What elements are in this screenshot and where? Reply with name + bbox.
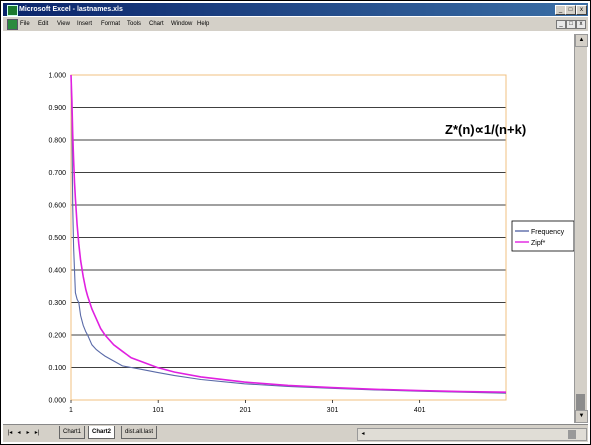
y-tick-label: 1.000 — [48, 73, 66, 80]
menu-window[interactable]: Window — [171, 21, 193, 27]
scroll-thumb[interactable] — [576, 394, 585, 410]
plot-area[interactable] — [70, 74, 507, 401]
menu-bar: File Edit View Insert Format Tools Chart… — [3, 17, 588, 31]
menu-format[interactable]: Format — [101, 21, 121, 27]
chart-sheet[interactable]: 0.000 0.100 0.200 0.300 0.400 0.500 0.600 0.700… — [5, 34, 574, 423]
menu-edit[interactable]: Edit — [38, 21, 49, 27]
horizontal-scrollbar[interactable]: ◂ — [357, 428, 587, 441]
vertical-scrollbar[interactable]: ▲ ▼ — [574, 34, 588, 423]
excel-app-icon[interactable] — [7, 5, 18, 16]
doc-restore-button[interactable]: □ — [566, 20, 576, 29]
y-tick-label: 0.000 — [48, 398, 66, 405]
y-tick-label: 0.900 — [48, 105, 66, 112]
tab-chart1[interactable]: Chart1 — [59, 426, 86, 439]
tab-dist-all-last[interactable]: dist.all.last — [121, 426, 158, 439]
doc-minimize-button[interactable]: _ — [556, 20, 566, 29]
formula-annotation: Z*(n)∝1/(n+k) — [445, 122, 526, 137]
tab-first-button[interactable]: |◂ — [7, 430, 13, 436]
y-tick-label: 0.300 — [48, 300, 66, 307]
doc-close-button[interactable]: x — [576, 20, 586, 29]
series-line-frequency[interactable] — [70, 74, 507, 394]
hscroll-thumb[interactable] — [568, 430, 576, 439]
workbook-icon[interactable] — [7, 19, 18, 30]
legend-label-frequency: Frequency — [531, 229, 565, 236]
y-tick-label: 0.200 — [48, 333, 66, 340]
x-tick-label: 401 — [414, 407, 426, 414]
x-tick-label: 1 — [69, 407, 73, 414]
legend-label-zipf: Zipf* — [531, 240, 546, 247]
tab-prev-button[interactable]: ◂ — [17, 430, 21, 436]
scroll-up-arrow-icon[interactable]: ▲ — [575, 34, 588, 47]
chart[interactable]: 0.000 0.100 0.200 0.300 0.400 0.500 0.600 0.700… — [5, 34, 574, 423]
close-button[interactable]: x — [576, 5, 587, 15]
y-axis: 0.000 0.100 0.200 0.300 0.400 0.500 0.600 0.700… — [48, 73, 66, 405]
x-tick-label: 201 — [240, 407, 252, 414]
sheet-tab-bar: |◂ ◂ ▸ ▸| Chart1 Chart2 dist.all.last ◂ — [3, 424, 588, 442]
tab-chart2[interactable]: Chart2 — [88, 426, 116, 439]
x-tick-label: 301 — [327, 407, 339, 414]
menu-file[interactable]: File — [20, 21, 30, 27]
window-title: Microsoft Excel - lastnames.xls — [19, 6, 123, 13]
menu-tools[interactable]: Tools — [127, 21, 142, 27]
x-axis: 1 101 201 301 401 — [69, 400, 426, 414]
series-lines — [70, 74, 507, 394]
x-tick-label: 101 — [152, 407, 164, 414]
y-tick-label: 0.500 — [48, 235, 66, 242]
title-bar: Microsoft Excel - lastnames.xls _ □ x — [3, 3, 588, 16]
tab-next-button[interactable]: ▸ — [26, 430, 30, 436]
legend-box — [511, 220, 574, 252]
tab-last-button[interactable]: ▸| — [34, 430, 40, 436]
y-tick-label: 0.100 — [48, 365, 66, 372]
legend[interactable]: Frequency Zipf* — [511, 220, 574, 252]
menu-insert[interactable]: Insert — [77, 21, 93, 27]
scroll-down-arrow-icon[interactable]: ▼ — [575, 410, 588, 423]
y-tick-label: 0.700 — [48, 170, 66, 177]
y-tick-label: 0.800 — [48, 138, 66, 145]
menu-help[interactable]: Help — [197, 21, 210, 27]
gridlines — [71, 74, 506, 401]
y-tick-label: 0.400 — [48, 268, 66, 275]
menu-chart[interactable]: Chart — [149, 21, 164, 27]
maximize-button[interactable]: □ — [565, 5, 576, 15]
menu-view[interactable]: View — [57, 21, 70, 27]
series-line-zipf[interactable] — [70, 74, 507, 393]
scroll-left-arrow-icon[interactable]: ◂ — [361, 431, 365, 437]
y-tick-label: 0.600 — [48, 203, 66, 210]
